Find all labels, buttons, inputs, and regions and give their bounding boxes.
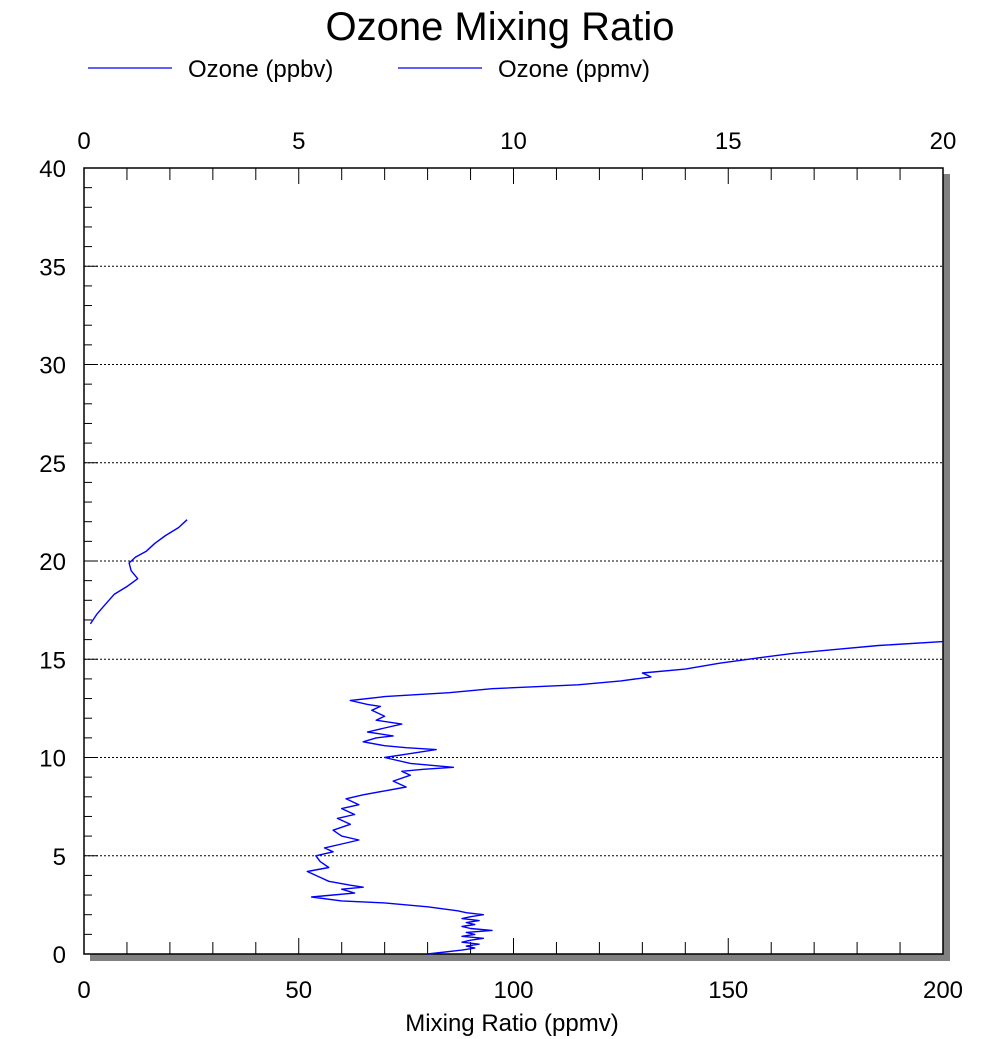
tick-labels: 0 5 10 15 20 25 30 35 40 0 50 100 150 200 0 5 10 15 20	[39, 128, 963, 1004]
axis-ticks	[83, 167, 944, 955]
legend-label-ppbv: Ozone (ppbv)	[188, 56, 333, 83]
y-tick-label: 35	[39, 254, 66, 281]
x-tick-label: 100	[493, 977, 533, 1004]
x2-tick-label: 20	[930, 128, 957, 155]
legend: Ozone (ppbv) Ozone (ppmv)	[88, 56, 650, 83]
y-tick-label: 10	[39, 746, 66, 773]
x-tick-label: 50	[285, 977, 312, 1004]
series-line-ppbv	[306, 640, 944, 955]
y-tick-label: 40	[39, 156, 66, 183]
x-tick-label: 150	[708, 977, 748, 1004]
x2-tick-label: 10	[500, 128, 527, 155]
x2-tick-label: 5	[292, 128, 305, 155]
chart-title: Ozone Mixing Ratio	[325, 5, 674, 49]
x-tick-label: 0	[77, 977, 90, 1004]
grid-lines	[84, 265, 943, 857]
x2-tick-label: 15	[715, 128, 742, 155]
x-axis-label: Mixing Ratio (ppmv)	[405, 1010, 618, 1037]
x-tick-label: 200	[923, 977, 963, 1004]
y-tick-label: 5	[53, 844, 66, 871]
plot-shadow-bottom	[90, 954, 950, 961]
y-tick-label: 30	[39, 353, 66, 380]
series-line-ppmv	[89, 519, 188, 625]
y-tick-label: 20	[39, 549, 66, 576]
data-series	[89, 519, 944, 955]
plot-shadow-right	[943, 174, 950, 961]
y-tick-label: 25	[39, 451, 66, 478]
y-tick-label: 0	[53, 942, 66, 969]
legend-label-ppmv: Ozone (ppmv)	[498, 56, 650, 83]
y-tick-label: 15	[39, 647, 66, 674]
x2-tick-label: 0	[77, 128, 90, 155]
